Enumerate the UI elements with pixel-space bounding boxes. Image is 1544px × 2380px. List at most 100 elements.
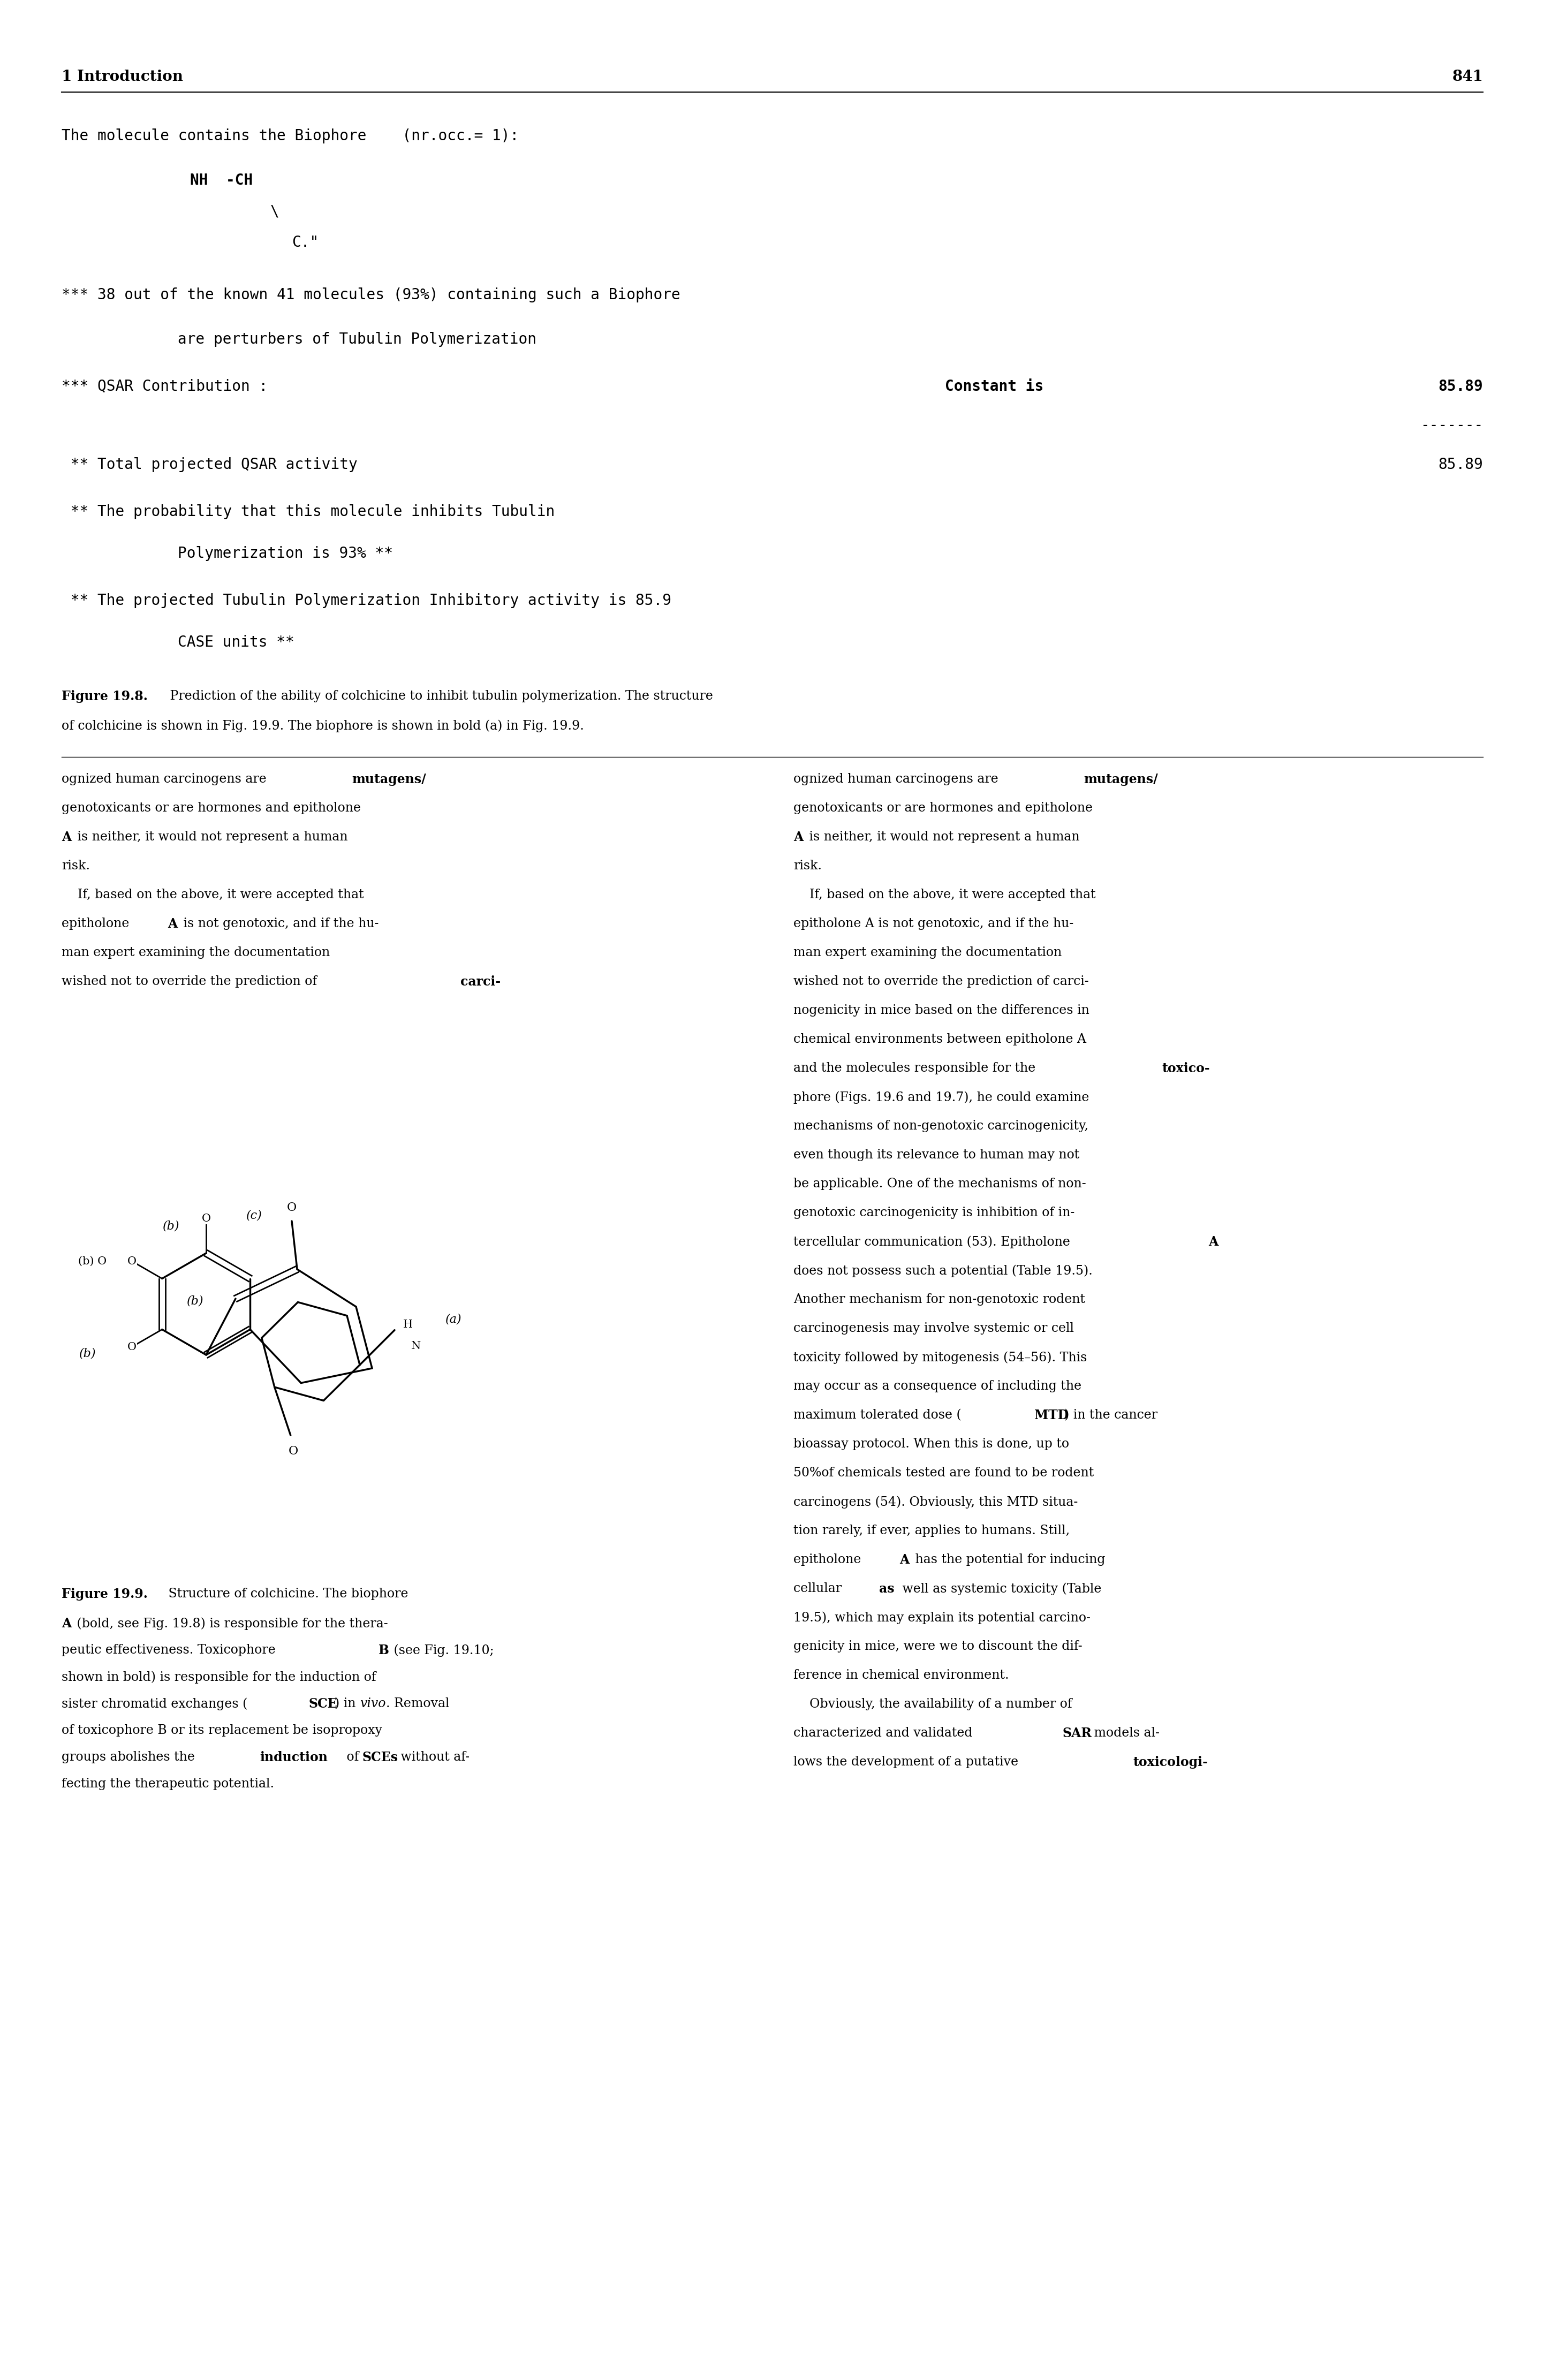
Text: of toxicophore B or its replacement be isopropoxy: of toxicophore B or its replacement be i…: [62, 1723, 383, 1737]
Text: (a): (a): [445, 1314, 462, 1326]
Text: be applicable. One of the mechanisms of non-: be applicable. One of the mechanisms of …: [794, 1178, 1085, 1190]
Text: is not genotoxic, and if the hu-: is not genotoxic, and if the hu-: [179, 919, 378, 931]
Text: If, based on the above, it were accepted that: If, based on the above, it were accepted…: [62, 888, 364, 902]
Text: tercellular communication (53). Epitholone: tercellular communication (53). Epitholo…: [794, 1235, 1075, 1247]
Text: *** QSAR Contribution :: *** QSAR Contribution :: [62, 378, 267, 395]
Text: 841: 841: [1451, 69, 1482, 83]
Text: mechanisms of non-genotoxic carcinogenicity,: mechanisms of non-genotoxic carcinogenic…: [794, 1121, 1089, 1133]
Text: The molecule contains the Biophore    (nr.occ.= 1):: The molecule contains the Biophore (nr.o…: [62, 129, 519, 143]
Text: B: B: [378, 1645, 389, 1656]
Text: epitholone: epitholone: [62, 919, 133, 931]
Text: ** The probability that this molecule inhibits Tubulin: ** The probability that this molecule in…: [62, 505, 554, 519]
Text: Another mechanism for non-genotoxic rodent: Another mechanism for non-genotoxic rode…: [794, 1292, 1085, 1307]
Text: carcinogens (54). Obviously, this MTD situa-: carcinogens (54). Obviously, this MTD si…: [794, 1495, 1078, 1509]
Text: toxicity followed by mitogenesis (54–56). This: toxicity followed by mitogenesis (54–56)…: [794, 1352, 1087, 1364]
Text: Prediction of the ability of colchicine to inhibit tubulin polymerization. The s: Prediction of the ability of colchicine …: [165, 690, 713, 702]
Text: may occur as a consequence of including the: may occur as a consequence of including …: [794, 1380, 1081, 1392]
Text: cellular: cellular: [794, 1583, 846, 1595]
Text: ference in chemical environment.: ference in chemical environment.: [794, 1668, 1008, 1680]
Text: SCE: SCE: [309, 1697, 338, 1711]
Text: A: A: [900, 1554, 909, 1566]
Text: genotoxicants or are hormones and epitholone: genotoxicants or are hormones and epitho…: [62, 802, 361, 814]
Text: A: A: [168, 919, 178, 931]
Text: H: H: [403, 1319, 412, 1330]
Text: models al-: models al-: [1090, 1728, 1160, 1740]
Text: wished not to override the prediction of: wished not to override the prediction of: [62, 976, 321, 988]
Text: of: of: [343, 1752, 363, 1764]
Text: maximum tolerated dose (: maximum tolerated dose (: [794, 1409, 962, 1421]
Text: Constant is: Constant is: [945, 378, 1044, 395]
Text: A: A: [794, 831, 803, 843]
Text: 19.5), which may explain its potential carcino-: 19.5), which may explain its potential c…: [794, 1611, 1090, 1623]
Text: vivo: vivo: [360, 1697, 386, 1709]
Text: Polymerization is 93% **: Polymerization is 93% **: [142, 545, 394, 562]
Text: O: O: [287, 1202, 296, 1214]
Text: wished not to override the prediction of carci-: wished not to override the prediction of…: [794, 976, 1089, 988]
Text: (c): (c): [247, 1209, 262, 1221]
Text: Figure 19.9.: Figure 19.9.: [62, 1587, 148, 1602]
Text: sister chromatid exchanges (: sister chromatid exchanges (: [62, 1697, 247, 1711]
Text: 50%of chemicals tested are found to be rodent: 50%of chemicals tested are found to be r…: [794, 1466, 1093, 1478]
Text: epitholone A is not genotoxic, and if the hu-: epitholone A is not genotoxic, and if th…: [794, 919, 1073, 931]
Text: mutagens/: mutagens/: [1084, 774, 1158, 785]
Text: chemical environments between epitholone A: chemical environments between epitholone…: [794, 1033, 1087, 1045]
Text: -------: -------: [1420, 419, 1482, 433]
Text: mutagens/: mutagens/: [352, 774, 426, 785]
Text: SCEs: SCEs: [363, 1752, 398, 1764]
Text: 85.89: 85.89: [1437, 457, 1482, 471]
Text: well as systemic toxicity (Table: well as systemic toxicity (Table: [899, 1583, 1101, 1595]
Text: 85.89: 85.89: [1437, 378, 1482, 395]
Text: (b): (b): [187, 1295, 204, 1307]
Text: ognized human carcinogens are: ognized human carcinogens are: [62, 774, 270, 785]
Text: genotoxic carcinogenicity is inhibition of in-: genotoxic carcinogenicity is inhibition …: [794, 1207, 1075, 1219]
Text: without af-: without af-: [397, 1752, 469, 1764]
Text: has the potential for inducing: has the potential for inducing: [911, 1554, 1106, 1566]
Text: A: A: [1209, 1235, 1218, 1250]
Text: risk.: risk.: [794, 859, 821, 871]
Text: O: O: [128, 1257, 136, 1266]
Text: ) in: ) in: [335, 1697, 360, 1709]
Text: O: O: [202, 1214, 210, 1223]
Text: MTD: MTD: [1034, 1409, 1068, 1421]
Text: lows the development of a putative: lows the development of a putative: [794, 1756, 1022, 1768]
Text: A: A: [62, 1616, 71, 1630]
Text: man expert examining the documentation: man expert examining the documentation: [794, 947, 1062, 959]
Text: If, based on the above, it were accepted that: If, based on the above, it were accepted…: [794, 888, 1096, 902]
Text: (see Fig. 19.10;: (see Fig. 19.10;: [389, 1645, 494, 1656]
Text: induction: induction: [259, 1752, 327, 1764]
Text: as: as: [879, 1583, 894, 1595]
Text: \: \: [270, 205, 279, 219]
Text: man expert examining the documentation: man expert examining the documentation: [62, 947, 330, 959]
Text: epitholone: epitholone: [794, 1554, 865, 1566]
Text: (bold, see Fig. 19.8) is responsible for the thera-: (bold, see Fig. 19.8) is responsible for…: [73, 1616, 388, 1630]
Text: SAR: SAR: [1062, 1728, 1092, 1740]
Text: is neither, it would not represent a human: is neither, it would not represent a hum…: [74, 831, 347, 843]
Text: toxico-: toxico-: [1161, 1061, 1210, 1076]
Text: is neither, it would not represent a human: is neither, it would not represent a hum…: [804, 831, 1079, 843]
Text: O: O: [128, 1342, 136, 1352]
Text: (b): (b): [162, 1221, 179, 1233]
Text: shown in bold) is responsible for the induction of: shown in bold) is responsible for the in…: [62, 1671, 377, 1683]
Text: nogenicity in mice based on the differences in: nogenicity in mice based on the differen…: [794, 1004, 1090, 1016]
Text: characterized and validated: characterized and validated: [794, 1728, 976, 1740]
Text: risk.: risk.: [62, 859, 90, 871]
Text: Obviously, the availability of a number of: Obviously, the availability of a number …: [794, 1697, 1072, 1711]
Text: N: N: [411, 1340, 422, 1352]
Text: ognized human carcinogens are: ognized human carcinogens are: [794, 774, 1002, 785]
Text: ) in the cancer: ) in the cancer: [1064, 1409, 1158, 1421]
Text: NH  -CH: NH -CH: [190, 174, 253, 188]
Text: phore (Figs. 19.6 and 19.7), he could examine: phore (Figs. 19.6 and 19.7), he could ex…: [794, 1090, 1089, 1104]
Text: tion rarely, if ever, applies to humans. Still,: tion rarely, if ever, applies to humans.…: [794, 1526, 1070, 1537]
Text: bioassay protocol. When this is done, up to: bioassay protocol. When this is done, up…: [794, 1438, 1068, 1449]
Text: carcinogenesis may involve systemic or cell: carcinogenesis may involve systemic or c…: [794, 1323, 1075, 1335]
Text: *** 38 out of the known 41 molecules (93%) containing such a Biophore: *** 38 out of the known 41 molecules (93…: [62, 288, 681, 302]
Text: 1 Introduction: 1 Introduction: [62, 69, 184, 83]
Text: peutic effectiveness. Toxicophore: peutic effectiveness. Toxicophore: [62, 1645, 279, 1656]
Text: genicity in mice, were we to discount the dif-: genicity in mice, were we to discount th…: [794, 1640, 1082, 1652]
Text: . Removal: . Removal: [386, 1697, 449, 1709]
Text: carci-: carci-: [460, 976, 500, 988]
Text: ** Total projected QSAR activity: ** Total projected QSAR activity: [62, 457, 358, 471]
Text: O: O: [289, 1445, 298, 1457]
Text: and the molecules responsible for the: and the molecules responsible for the: [794, 1061, 1039, 1073]
Text: does not possess such a potential (Table 19.5).: does not possess such a potential (Table…: [794, 1264, 1093, 1278]
